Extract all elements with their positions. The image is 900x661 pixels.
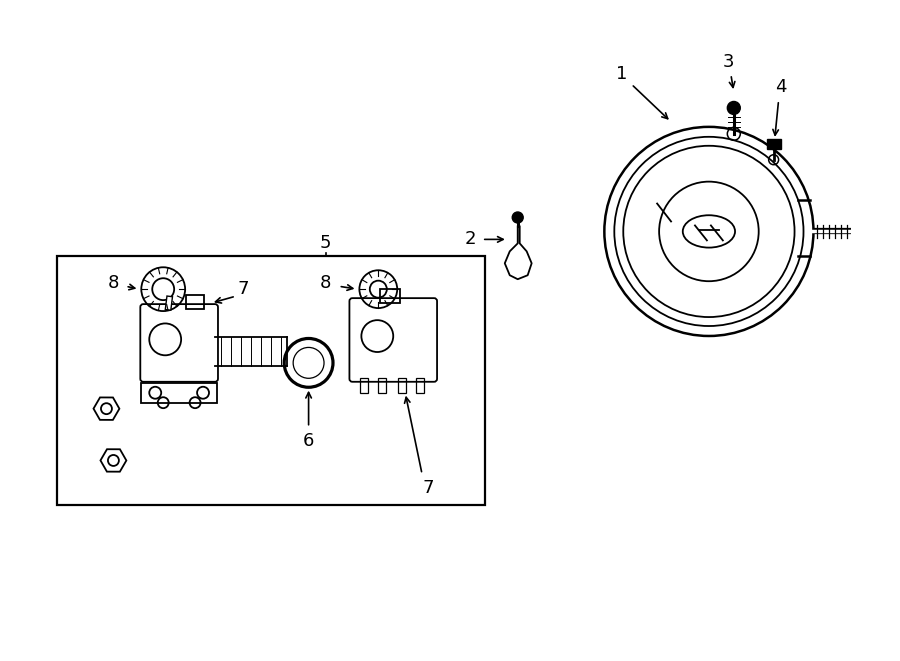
Bar <box>381 289 400 303</box>
Circle shape <box>512 212 523 223</box>
Bar <box>141 383 217 403</box>
Bar <box>186 295 204 309</box>
Bar <box>767 139 780 149</box>
Text: 6: 6 <box>303 432 314 449</box>
Text: 8: 8 <box>108 274 119 292</box>
Text: 3: 3 <box>723 53 734 71</box>
Bar <box>398 378 406 393</box>
Text: 8: 8 <box>320 274 331 292</box>
Bar <box>416 378 424 393</box>
Circle shape <box>727 102 741 114</box>
Text: 7: 7 <box>422 479 434 497</box>
Text: 4: 4 <box>775 78 787 96</box>
Text: 7: 7 <box>237 280 248 298</box>
Bar <box>57 256 485 505</box>
Bar <box>378 378 386 393</box>
Text: 5: 5 <box>320 235 331 253</box>
Text: 1: 1 <box>616 65 627 83</box>
Bar <box>360 378 368 393</box>
Text: 2: 2 <box>464 231 476 249</box>
